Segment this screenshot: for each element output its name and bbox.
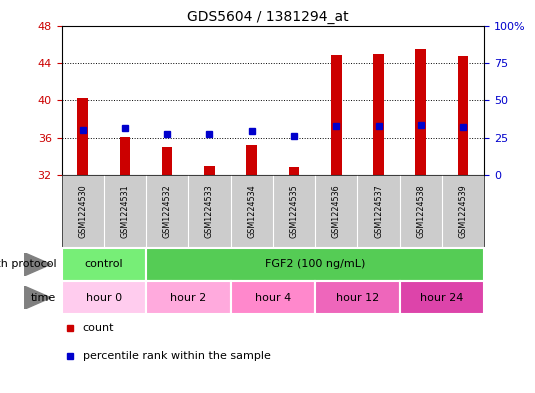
Bar [231,281,315,314]
Bar [315,281,400,314]
Bar [62,248,146,281]
Text: GSM1224536: GSM1224536 [332,184,341,238]
Bar [120,137,130,175]
Bar [416,49,426,175]
Bar [331,55,341,175]
Bar [400,281,484,314]
Bar [146,248,484,281]
Text: hour 24: hour 24 [420,293,464,303]
Text: control: control [85,259,123,269]
Text: GDS5604 / 1381294_at: GDS5604 / 1381294_at [187,10,348,24]
Text: GSM1224537: GSM1224537 [374,184,383,238]
Bar [289,167,299,175]
Text: GSM1224533: GSM1224533 [205,184,214,238]
Text: count: count [82,323,114,333]
Text: GSM1224535: GSM1224535 [289,184,299,238]
Bar [247,145,257,175]
Text: FGF2 (100 ng/mL): FGF2 (100 ng/mL) [265,259,365,269]
Polygon shape [24,253,51,276]
Text: GSM1224531: GSM1224531 [120,184,129,238]
Bar [204,165,215,175]
Bar [458,56,468,175]
Bar [62,281,146,314]
Text: GSM1224532: GSM1224532 [163,184,172,238]
Bar [373,55,384,175]
Text: GSM1224538: GSM1224538 [416,184,425,238]
Text: hour 0: hour 0 [86,293,122,303]
Text: GSM1224530: GSM1224530 [78,184,87,238]
Text: hour 4: hour 4 [255,293,291,303]
Text: GSM1224539: GSM1224539 [458,184,468,238]
Text: hour 12: hour 12 [336,293,379,303]
Polygon shape [24,286,51,309]
Bar [146,281,231,314]
Bar [78,98,88,175]
Text: hour 2: hour 2 [170,293,207,303]
Bar [162,147,172,175]
Text: growth protocol: growth protocol [0,259,56,269]
Text: percentile rank within the sample: percentile rank within the sample [82,351,271,361]
Text: time: time [31,293,56,303]
Text: GSM1224534: GSM1224534 [247,184,256,238]
